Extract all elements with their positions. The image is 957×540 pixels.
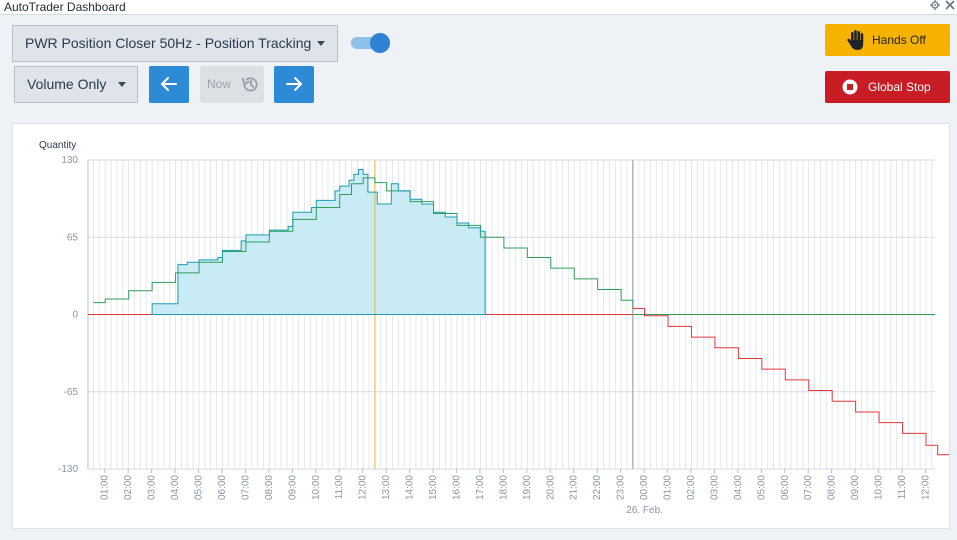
x-tick-label: 19:00 [522,475,533,500]
hands-off-button[interactable]: Hands Off [825,24,950,56]
y-tick-label: 0 [72,310,78,321]
chevron-down-icon [118,82,126,87]
stop-icon [842,79,858,95]
toggle-knob [370,33,390,53]
window-titlebar: AutoTrader Dashboard [0,0,957,15]
strategy-toggle[interactable] [351,33,390,53]
x-tick-label: 03:00 [147,475,158,500]
y-axis-label: Quantity [39,140,76,151]
view-select-value: Volume Only [27,76,107,92]
x-tick-label: 21:00 [569,475,580,500]
x-tick-label: 06:00 [217,475,228,500]
x-tick-label: 11:00 [897,475,908,500]
x-tick-label: 18:00 [498,475,509,500]
x-tick-label: 04:00 [170,475,181,500]
now-button-label: Now [207,77,232,91]
arrow-right-icon [286,77,302,91]
x-tick-label: 10:00 [874,475,885,500]
x-date-label: 26. Feb. [626,505,663,516]
view-select[interactable]: Volume Only [14,66,138,103]
x-tick-label: 07:00 [803,475,814,500]
x-tick-label: 08:00 [827,475,838,500]
window-title: AutoTrader Dashboard [4,0,126,14]
history-icon [241,77,258,92]
x-tick-label: 22:00 [592,475,603,500]
x-tick-label: 02:00 [123,475,134,500]
position-chart-panel: 130 65 0 -65 -130 Quantity 01:00 02:00 03:00 04:0… [12,123,950,529]
x-tick-label: 12:00 [920,475,931,500]
x-tick-label: 11:00 [334,475,345,500]
y-tick-label: 65 [67,232,79,243]
x-tick-label: 13:00 [381,475,392,500]
position-area [152,169,486,315]
x-tick-label: 00:00 [639,475,650,500]
x-tick-label: 06:00 [780,475,791,500]
gear-icon[interactable] [930,0,940,14]
strategy-select[interactable]: PWR Position Closer 50Hz - Position Trac… [12,25,338,62]
global-stop-label: Global Stop [868,80,931,94]
x-tick-label: 05:00 [756,475,767,500]
x-tick-label: 16:00 [451,475,462,500]
x-tick-label: 09:00 [850,475,861,500]
y-tick-label: 130 [61,155,78,166]
x-tick-label: 23:00 [616,475,627,500]
x-tick-label: 01:00 [100,475,111,500]
next-button[interactable] [274,66,314,103]
x-tick-label: 08:00 [264,475,275,500]
position-series-line [151,169,486,315]
target-series-line-negative [632,308,949,456]
close-icon[interactable] [945,0,955,14]
x-tick-label: 03:00 [709,475,720,500]
x-tick-label: 01:00 [663,475,674,500]
x-tick-label: 09:00 [287,475,298,500]
y-tick-label: -65 [64,387,79,398]
x-tick-label: 14:00 [405,475,416,500]
arrow-left-icon [161,77,177,91]
global-stop-button[interactable]: Global Stop [825,71,950,103]
x-tick-label: 07:00 [240,475,251,500]
x-tick-label: 04:00 [733,475,744,500]
x-tick-label: 02:00 [686,475,697,500]
hand-icon [847,30,864,50]
x-tick-label: 15:00 [428,475,439,500]
y-tick-label: -130 [58,464,78,475]
previous-button[interactable] [149,66,189,103]
x-tick-label: 05:00 [194,475,205,500]
hands-off-label: Hands Off [872,33,926,47]
now-button[interactable]: Now [200,66,264,103]
chevron-down-icon [317,41,325,46]
strategy-select-value: PWR Position Closer 50Hz - Position Trac… [25,35,312,51]
x-tick-label: 17:00 [475,475,486,500]
x-tick-label: 20:00 [545,475,556,500]
position-chart: 130 65 0 -65 -130 Quantity 01:00 02:00 03:00 04:0… [39,140,949,516]
target-series-line [93,177,646,316]
x-tick-label: 10:00 [311,475,322,500]
x-tick-label: 12:00 [358,475,369,500]
